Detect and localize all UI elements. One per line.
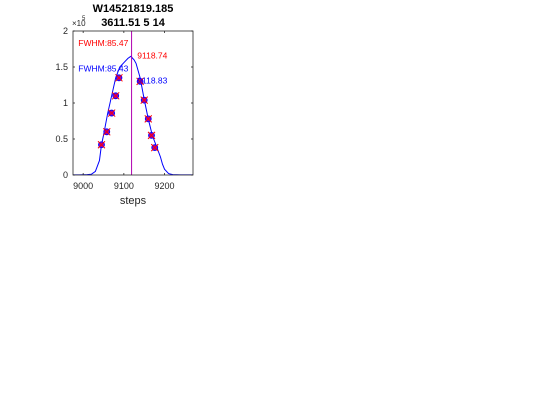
data-marker (111, 91, 120, 100)
y-tick-label: 1 (63, 98, 68, 108)
y-exponent-power: 5 (82, 16, 86, 22)
data-marker (102, 127, 111, 136)
chart-title-line-2: 3611.51 5 14 (101, 17, 166, 29)
y-tick-label: 0 (63, 170, 68, 180)
annotation-text: FWHM:85.43 (78, 63, 128, 73)
y-tick-label: 0.5 (55, 134, 68, 144)
data-marker (150, 143, 159, 152)
x-tick-label: 9000 (73, 181, 93, 191)
plot-area: FWHM:85.47 9118.74 FWHM:85.43 9118.83 9000 9… (55, 26, 194, 191)
annotation-text: 9118.74 (137, 50, 167, 60)
x-axis-label: steps (120, 195, 147, 207)
data-marker (107, 109, 116, 117)
y-tick-label: 2 (63, 26, 68, 36)
data-marker (144, 114, 153, 123)
data-marker (136, 77, 144, 86)
x-tick-label: 9200 (155, 181, 175, 191)
data-marker (147, 131, 156, 140)
data-marker (140, 96, 149, 104)
data-marker (115, 73, 123, 82)
axes-box (72, 30, 194, 176)
annotation-text: FWHM:85.47 (78, 38, 128, 48)
y-tick-label: 1.5 (55, 62, 68, 72)
data-marker (97, 140, 106, 149)
curve-line (73, 55, 193, 175)
x-tick-label: 9100 (114, 181, 134, 191)
y-exponent-base: ×10 (72, 19, 86, 28)
annotation-text: 9118.83 (137, 76, 167, 86)
chart-title-line-1: W14521819.185 (93, 3, 174, 15)
